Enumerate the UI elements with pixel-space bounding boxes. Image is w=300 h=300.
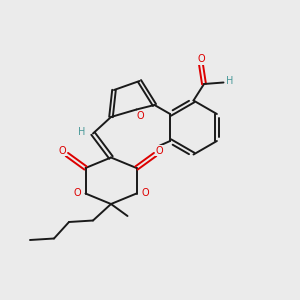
Text: O: O <box>136 111 144 121</box>
Text: H: H <box>78 127 85 137</box>
Text: O: O <box>141 188 149 199</box>
Text: O: O <box>73 188 81 199</box>
Text: H: H <box>226 76 234 86</box>
Text: O: O <box>58 146 66 156</box>
Text: O: O <box>197 54 205 64</box>
Text: O: O <box>156 146 164 156</box>
